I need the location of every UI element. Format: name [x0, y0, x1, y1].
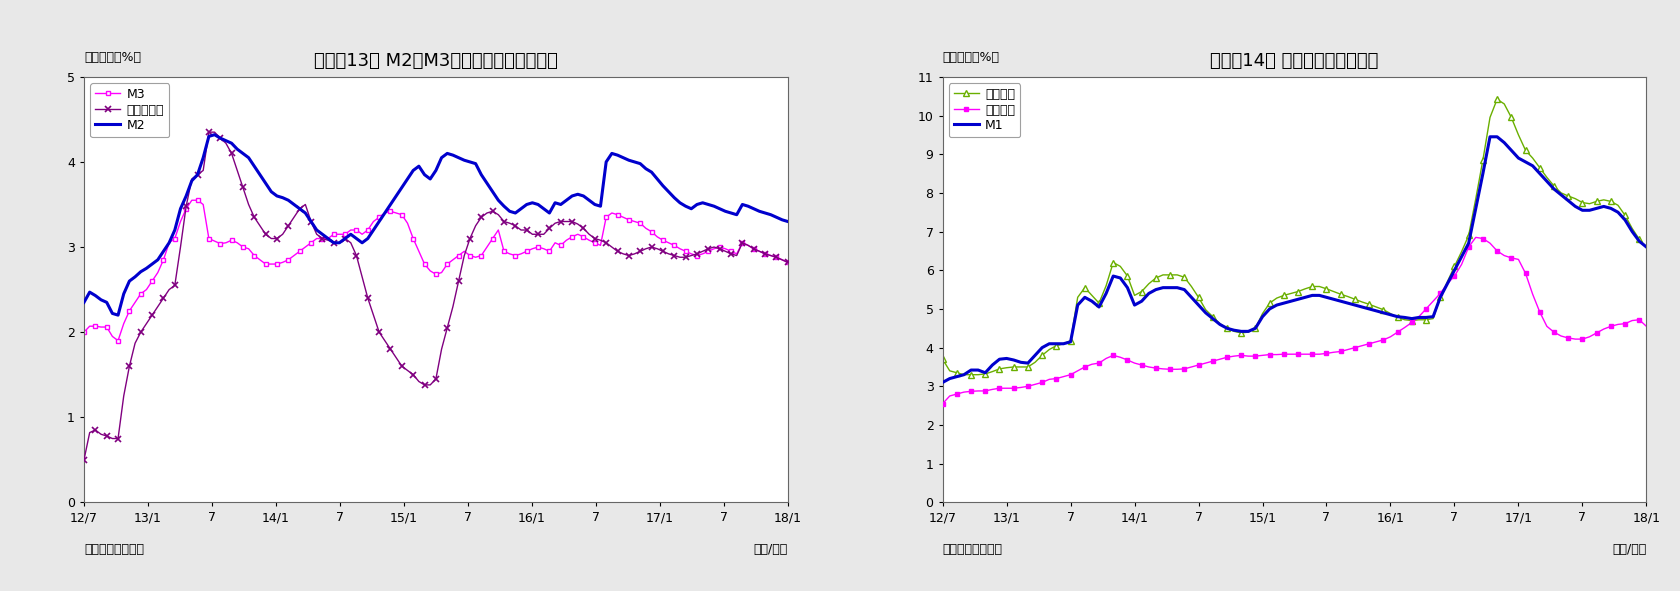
- 現金通貨: [1295, 350, 1315, 358]
- M2: [675, 203, 696, 210]
- M1: [932, 379, 953, 386]
- 陰金通貨: [1359, 301, 1379, 308]
- Text: （資料）日本銀行: （資料）日本銀行: [84, 543, 144, 556]
- 広義流動性: [670, 254, 690, 261]
- Text: （前年比、%）: （前年比、%）: [84, 51, 141, 64]
- 広義流動性: [687, 251, 707, 258]
- M2: [267, 193, 287, 200]
- M1: [1636, 243, 1656, 251]
- M1: [1295, 294, 1315, 301]
- 陰金通貨: [1104, 259, 1124, 266]
- M1: [1586, 205, 1606, 212]
- 陰金通貨: [1302, 283, 1322, 290]
- M2: [744, 205, 764, 212]
- 広義流動性: [244, 214, 264, 221]
- Title: （図表13） M2、M3、広義流動性の伸び率: （図表13） M2、M3、広義流動性の伸び率: [314, 52, 558, 70]
- M1: [1067, 301, 1087, 309]
- M2: [108, 311, 128, 319]
- M3: [744, 245, 764, 252]
- M3: [675, 248, 696, 255]
- M3: [181, 197, 202, 204]
- M1: [1480, 133, 1500, 140]
- 広義流動性: [260, 235, 281, 242]
- 陰金通貨: [1075, 284, 1095, 291]
- M3: [108, 337, 128, 344]
- 現金通貨: [1095, 355, 1116, 362]
- 陰金通貨: [1594, 196, 1614, 203]
- Line: M1: M1: [942, 137, 1646, 382]
- Legend: 陰金通貨, 現金通貨, M1: 陰金通貨, 現金通貨, M1: [949, 83, 1020, 137]
- Legend: M3, 広義流動性, M2: M3, 広義流動性, M2: [91, 83, 170, 137]
- 陰金通貨: [1614, 212, 1635, 219]
- Title: （図表14） 現金・陰金の伸び率: （図表14） 現金・陰金の伸び率: [1210, 52, 1379, 70]
- M2: [778, 218, 798, 225]
- Line: 現金通貨: 現金通貨: [941, 235, 1648, 406]
- M3: [74, 329, 94, 336]
- M1: [1095, 290, 1116, 297]
- 現金通貨: [1067, 367, 1087, 374]
- M3: [250, 256, 270, 264]
- 陰金通貨: [954, 371, 974, 378]
- M3: [267, 261, 287, 268]
- M1: [1608, 209, 1628, 216]
- 広義流動性: [738, 242, 758, 249]
- 現金通貨: [1465, 234, 1485, 241]
- Line: M2: M2: [84, 135, 788, 315]
- M2: [205, 131, 225, 138]
- 陰金通貨: [1636, 243, 1656, 251]
- 陰金通貨: [1487, 96, 1507, 103]
- 広義流動性: [778, 259, 798, 266]
- 現金通貨: [1636, 323, 1656, 330]
- 陰金通貨: [932, 356, 953, 363]
- M2: [692, 199, 712, 206]
- 広義流動性: [74, 456, 94, 463]
- Text: （前年比、%）: （前年比、%）: [942, 51, 1000, 64]
- M2: [522, 199, 543, 206]
- Text: （年/月）: （年/月）: [1613, 543, 1646, 556]
- M3: [522, 245, 543, 252]
- 広義流動性: [198, 129, 218, 136]
- Line: 陰金通貨: 陰金通貨: [939, 96, 1650, 378]
- M2: [74, 299, 94, 306]
- 現金通貨: [1608, 321, 1628, 328]
- Text: （資料）日本銀行: （資料）日本銀行: [942, 543, 1003, 556]
- 現金通貨: [1586, 329, 1606, 336]
- M2: [250, 171, 270, 178]
- M3: [778, 259, 798, 266]
- 広義流動性: [517, 226, 538, 233]
- Line: 広義流動性: 広義流動性: [81, 129, 791, 463]
- Text: （年/月）: （年/月）: [754, 543, 788, 556]
- Line: M3: M3: [82, 198, 790, 343]
- M1: [1352, 303, 1373, 310]
- 現金通貨: [932, 400, 953, 407]
- M3: [692, 251, 712, 258]
- 現金通貨: [1352, 342, 1373, 349]
